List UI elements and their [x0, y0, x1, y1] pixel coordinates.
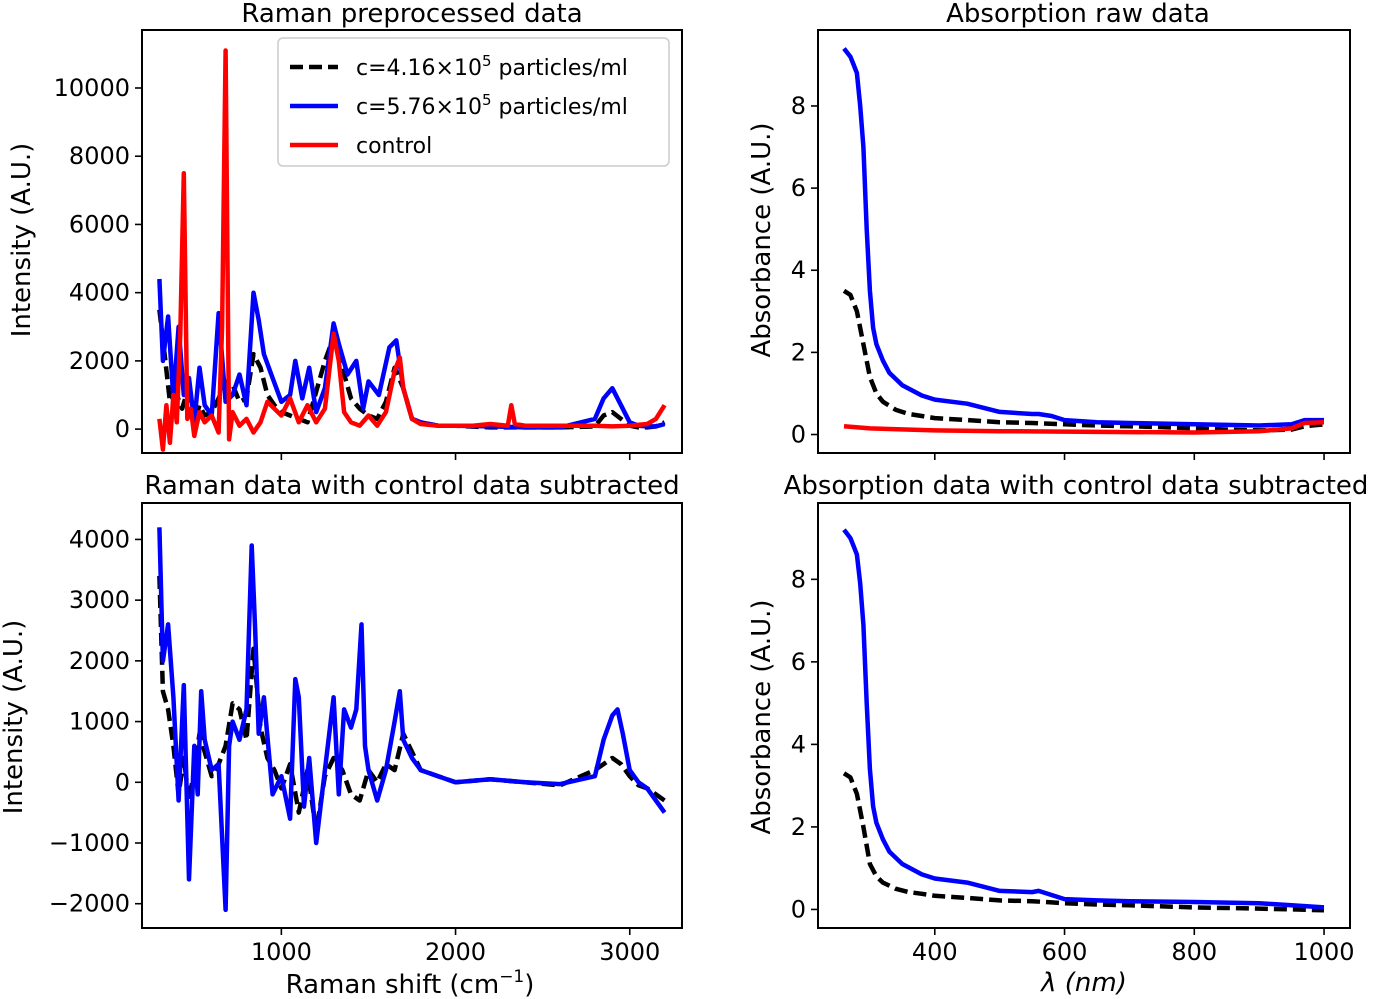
y-tick-label: 4000 [69, 279, 130, 307]
x-axis-label: λ (nm) [1039, 968, 1127, 998]
legend-label-base: c=4.16×10 [356, 56, 482, 81]
x-axis-label-base: Raman shift (cm [286, 970, 500, 999]
legend-label-series-2: c=5.76×105 particles/ml [356, 91, 628, 120]
panel-absorption-raw: Absorption raw data Absorbance (A.U.) 0 2… [747, 0, 1351, 460]
series-line-1 [842, 771, 1325, 913]
plot-frame [817, 502, 1351, 929]
y-tick-label: 2000 [69, 347, 130, 375]
series-line-1 [842, 288, 1325, 433]
legend-label-tail: particles/ml [492, 95, 628, 120]
tick-group: 1000 2000 3000 −2000 −1000 0 1000 2000 3000 4000 [49, 525, 660, 966]
x-axis-label-sup: −1 [499, 967, 524, 987]
x-tick-label: 1000 [251, 938, 312, 966]
tick-group: 0 2 4 6 8 [791, 92, 1325, 460]
y-tick-label: 4000 [69, 525, 130, 553]
series-group [842, 528, 1325, 913]
plot-frame [817, 29, 1351, 454]
y-axis-label: Absorbance (A.U.) [747, 599, 777, 834]
plot-frame [141, 29, 683, 454]
panel-title: Raman data with control data subtracted [144, 471, 679, 501]
y-axis-label: Intensity (A.U.) [0, 620, 29, 815]
legend-label-series-1: c=4.16×105 particles/ml [356, 52, 628, 81]
y-tick-label: 2 [791, 338, 806, 366]
y-tick-label: 2 [791, 813, 806, 841]
y-tick-label: 8 [791, 565, 806, 593]
series-line-2 [157, 527, 667, 913]
series-line-2 [157, 278, 666, 430]
y-tick-label: 2000 [69, 647, 130, 675]
series-line-2 [842, 528, 1325, 910]
y-axis-label: Absorbance (A.U.) [747, 122, 777, 357]
series-group [157, 48, 667, 452]
y-tick-label: 8000 [69, 142, 130, 170]
legend-box [277, 37, 670, 167]
y-tick-label: 1000 [69, 708, 130, 736]
x-tick-label: 400 [912, 938, 958, 966]
series-line-1 [157, 575, 666, 834]
panel-absorption-subtracted: Absorption data with control data subtra… [747, 471, 1368, 998]
series-line-3 [157, 48, 667, 452]
y-tick-label: 6000 [69, 210, 130, 238]
y-tick-label: 8 [791, 92, 806, 120]
y-tick-label: 6 [791, 648, 806, 676]
legend-label-sup: 5 [482, 91, 492, 109]
series-group [157, 527, 667, 913]
series-line-3 [843, 419, 1325, 435]
x-tick-label: 2000 [425, 938, 486, 966]
legend-label-tail: particles/ml [492, 56, 628, 81]
x-axis-label: Raman shift (cm−1) [286, 967, 535, 999]
panel-title: Raman preprocessed data [241, 0, 582, 29]
legend-label-sup: 5 [482, 52, 492, 70]
panel-raman-subtracted: Raman data with control data subtracted … [0, 471, 683, 999]
y-tick-label: 6 [791, 174, 806, 202]
y-tick-label: 0 [791, 895, 806, 923]
y-tick-label: −1000 [49, 829, 130, 857]
panel-title: Absorption raw data [946, 0, 1210, 29]
y-tick-label: 4 [791, 256, 806, 284]
legend: c=4.16×105 particles/ml c=5.76×105 parti… [277, 37, 670, 167]
x-tick-label: 600 [1042, 938, 1088, 966]
panel-raman-preprocessed: Raman preprocessed data Intensity (A.U.)… [7, 0, 683, 460]
series-line-1 [157, 309, 666, 430]
panel-title: Absorption data with control data subtra… [784, 471, 1369, 501]
tick-group: 400 600 800 1000 0 2 4 6 8 [791, 565, 1355, 966]
y-axis-label: Intensity (A.U.) [7, 143, 37, 338]
y-tick-label: 0 [115, 768, 130, 796]
series-line-2 [842, 47, 1324, 428]
x-tick-label: 1000 [1294, 938, 1355, 966]
y-tick-label: 0 [791, 421, 806, 449]
x-tick-label: 800 [1171, 938, 1217, 966]
legend-label-base: c=5.76×10 [356, 95, 482, 120]
y-tick-label: −2000 [49, 890, 130, 918]
legend-label-control: control [356, 134, 432, 159]
y-tick-label: 10000 [54, 74, 130, 102]
series-group [842, 47, 1325, 435]
y-tick-label: 4 [791, 730, 806, 758]
plot-frame [141, 502, 683, 929]
x-tick-label: 3000 [599, 938, 660, 966]
y-tick-label: 0 [115, 415, 130, 443]
x-axis-label-tail: ) [524, 970, 534, 999]
tick-group: 0 2000 4000 6000 8000 10000 [54, 74, 631, 460]
y-tick-label: 3000 [69, 586, 130, 614]
